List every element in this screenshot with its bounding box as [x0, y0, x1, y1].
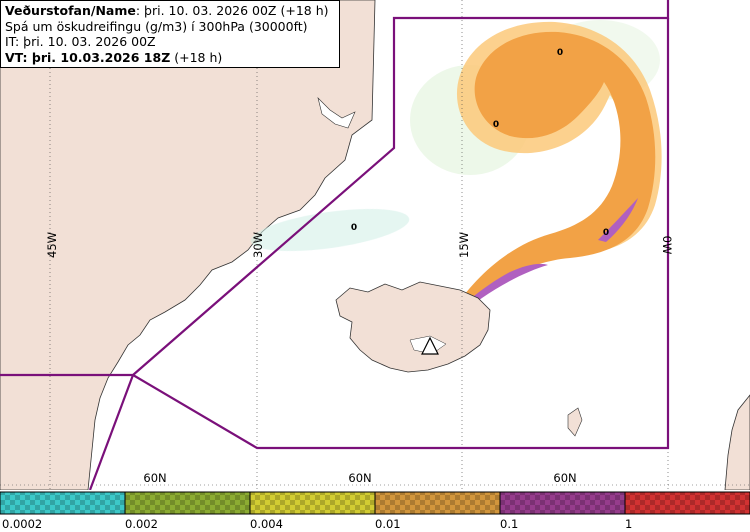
- zero-marker: 0: [603, 228, 609, 238]
- iceland-landmass: [335, 281, 491, 373]
- legend-bin-pattern: [250, 492, 375, 514]
- color-legend: 0.0002 0.002 0.004 0.01 0.1 1: [0, 491, 750, 531]
- meridian-label-0w: 0W: [660, 236, 674, 255]
- legend-tick-label: 0.01: [375, 517, 401, 531]
- zero-marker: 0: [493, 120, 499, 130]
- legend-bin-pattern: [125, 492, 250, 514]
- norway-coast: [724, 394, 750, 490]
- parallel-label-60n-1: 60N: [143, 471, 166, 485]
- legend-bin-pattern: [500, 492, 625, 514]
- meridian-label-45w: 45W: [45, 232, 59, 258]
- legend-bin-pattern: [625, 492, 750, 514]
- legend-tick-label: 0.1: [500, 517, 518, 531]
- parallel-label-60n-2: 60N: [348, 471, 371, 485]
- meridian-label-30w: 30W: [251, 232, 265, 258]
- legend-bin-pattern: [0, 492, 125, 514]
- info-line-1: Veðurstofan/Name: þri. 10. 03. 2026 00Z …: [5, 3, 335, 19]
- valid-time: VT: þri. 10.03.2026 18Z: [5, 49, 171, 65]
- agency-name: Veðurstofan/Name: [5, 3, 136, 18]
- info-line-4: VT: þri. 10.03.2026 18Z (+18 h): [5, 50, 335, 66]
- info-line-3: IT: þri. 10. 03. 2026 00Z: [5, 34, 156, 49]
- greenland-landmass: [0, 0, 376, 490]
- agency-run: : þri. 10. 03. 2026 00Z (+18 h): [135, 3, 329, 18]
- forecast-info-box: Veðurstofan/Name: þri. 10. 03. 2026 00Z …: [0, 0, 340, 68]
- info-line-2: Spá um öskudreifingu (g/m3) í 300hPa (30…: [5, 18, 308, 34]
- legend-tick-label: 0.002: [125, 517, 158, 531]
- airspace-boundary: [0, 0, 670, 490]
- legend-tick-label: 0.004: [250, 517, 283, 531]
- faroe-islands: [567, 407, 583, 437]
- parallel-label-60n-3: 60N: [553, 471, 576, 485]
- ash-plume-core-east: [598, 198, 638, 242]
- ash-plume-mid: [445, 31, 656, 325]
- ash-dispersion-map: 45W 30W 15W 0W 60N 60N 60N 0 0 0 0: [0, 0, 750, 490]
- legend-tick-label: 1: [625, 517, 632, 531]
- meridian-label-15w: 15W: [457, 232, 471, 258]
- valid-lead: (+18 h): [170, 49, 223, 65]
- volcano-marker[interactable]: [421, 336, 439, 355]
- fjord: [317, 97, 356, 129]
- zero-marker: 0: [351, 223, 357, 233]
- legend-tick-label: 0.0002: [2, 517, 42, 531]
- legend-bin-pattern: [375, 492, 500, 514]
- zero-marker: 0: [557, 48, 563, 58]
